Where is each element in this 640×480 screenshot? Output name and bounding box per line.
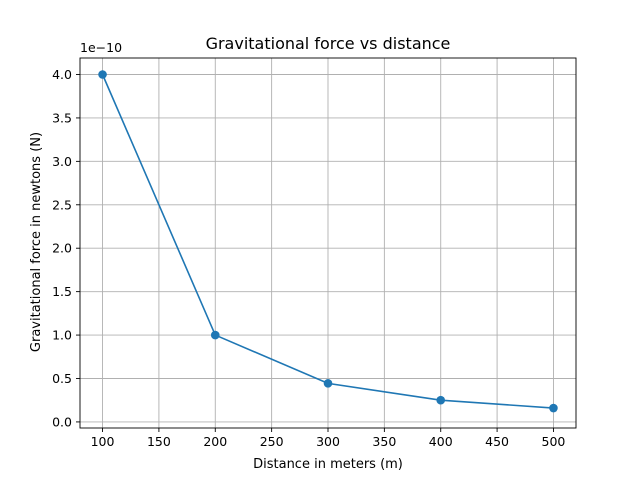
y-tick-label: 1.5 xyxy=(52,284,72,299)
x-tick-label: 400 xyxy=(429,434,453,449)
x-tick-label: 450 xyxy=(485,434,509,449)
y-axis-offset-label: 1e−10 xyxy=(80,40,122,55)
x-tick-label: 100 xyxy=(91,434,115,449)
data-point xyxy=(436,395,446,405)
x-tick-label: 500 xyxy=(542,434,566,449)
y-tick-label: 2.0 xyxy=(52,241,72,256)
y-tick-label: 0.5 xyxy=(52,371,72,386)
x-tick-label: 200 xyxy=(203,434,227,449)
chart-title: Gravitational force vs distance xyxy=(206,34,451,53)
y-tick-label: 3.0 xyxy=(52,154,72,169)
y-axis-ticks: 0.0 0.5 1.0 1.5 2.0 2.5 3.0 3.5 4.0 xyxy=(52,67,80,429)
x-axis-label: Distance in meters (m) xyxy=(253,457,403,472)
grid xyxy=(80,58,576,428)
y-tick-label: 4.0 xyxy=(52,67,72,82)
y-tick-label: 2.5 xyxy=(52,197,72,212)
x-tick-label: 150 xyxy=(147,434,171,449)
x-tick-label: 350 xyxy=(372,434,396,449)
series-layer xyxy=(98,70,558,413)
x-axis-ticks: 100 150 200 250 300 350 400 450 500 xyxy=(91,428,566,449)
y-tick-label: 3.5 xyxy=(52,110,72,125)
y-tick-label: 1.0 xyxy=(52,328,72,343)
y-tick-label: 0.0 xyxy=(52,414,72,429)
x-tick-label: 250 xyxy=(260,434,284,449)
data-point xyxy=(549,403,558,413)
x-tick-label: 300 xyxy=(316,434,340,449)
data-point xyxy=(210,330,220,340)
data-point xyxy=(323,379,333,388)
data-point xyxy=(98,70,107,79)
y-axis-label: Gravitational force in newtons (N) xyxy=(29,132,44,352)
